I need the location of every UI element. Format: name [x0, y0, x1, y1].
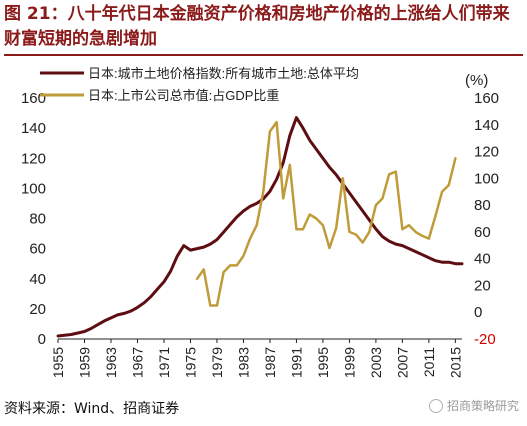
- watermark-text: 招商策略研究: [446, 399, 519, 413]
- figure-title: 图 21：八十年代日本金融资产价格和房地产价格的上涨给人们带来财富短期的急剧增加: [4, 4, 510, 49]
- x-tick-label: 1999: [341, 347, 357, 378]
- legend-label-land: 日本:城市土地价格指数:所有城市土地:总体平均: [88, 66, 359, 81]
- right-y-tick-label: 40: [474, 251, 491, 268]
- x-tick-label: 1979: [209, 347, 225, 378]
- x-tick-label: 1987: [262, 347, 278, 378]
- chart-axes: 1955 1959 1963 1967 1971 1975 1979 1983 1987 1991…: [21, 72, 499, 378]
- right-y-tick-label: 120: [474, 144, 499, 161]
- left-y-tick-label: 0: [38, 331, 46, 348]
- source-note: 资料来源：Wind、招商证券: [4, 401, 180, 417]
- x-tick-label: 1991: [288, 347, 304, 378]
- legend-label-market: 日本:上市公司总市值:占GDP比重: [88, 88, 279, 103]
- watermark: 招商策略研究: [428, 397, 519, 414]
- right-y-tick-label: 80: [474, 197, 491, 214]
- x-tick-label: 1967: [129, 347, 145, 378]
- x-tick-label: 1975: [182, 347, 198, 378]
- x-tick-label: 1995: [315, 347, 331, 378]
- market-cap-line: [195, 120, 457, 307]
- right-y-tick-label: 0: [474, 304, 482, 321]
- left-y-tick-label: 40: [29, 271, 46, 288]
- x-tick-label: 2007: [394, 347, 410, 378]
- right-y-tick-label: 60: [474, 224, 491, 241]
- x-tick-label: 1955: [50, 347, 66, 378]
- x-tick-label: 2015: [447, 347, 463, 378]
- left-y-tick-label: 160: [21, 90, 46, 107]
- left-y-tick-label: 60: [29, 241, 46, 258]
- x-tick-label: 1959: [76, 347, 92, 378]
- dual-axis-line-chart: 1955 1959 1963 1967 1971 1975 1979 1983 1987 1991…: [21, 66, 499, 378]
- left-y-tick-label: 120: [21, 150, 46, 167]
- land-price-line: [56, 116, 464, 338]
- left-y-tick-label: 80: [29, 211, 46, 228]
- series-layer: [56, 116, 464, 338]
- title-divider: [4, 54, 523, 56]
- wechat-icon: [428, 398, 443, 413]
- left-y-tick-label: 20: [29, 301, 46, 318]
- right-y-tick-label: 100: [474, 170, 499, 187]
- right-y-tick-label: 20: [474, 277, 491, 294]
- x-tick-label: 2011: [421, 347, 437, 377]
- x-tick-label: 1963: [103, 347, 119, 378]
- right-y-tick-label: 140: [474, 117, 499, 134]
- right-axis-unit: (%): [465, 72, 488, 89]
- right-y-tick-label: -20: [474, 331, 496, 348]
- left-y-tick-label: 140: [21, 120, 46, 137]
- x-tick-label: 2003: [368, 347, 384, 378]
- x-tick-label: 1971: [156, 347, 172, 378]
- x-tick-label: 1983: [235, 347, 251, 378]
- left-y-tick-label: 100: [21, 180, 46, 197]
- right-y-tick-label: 160: [474, 90, 499, 107]
